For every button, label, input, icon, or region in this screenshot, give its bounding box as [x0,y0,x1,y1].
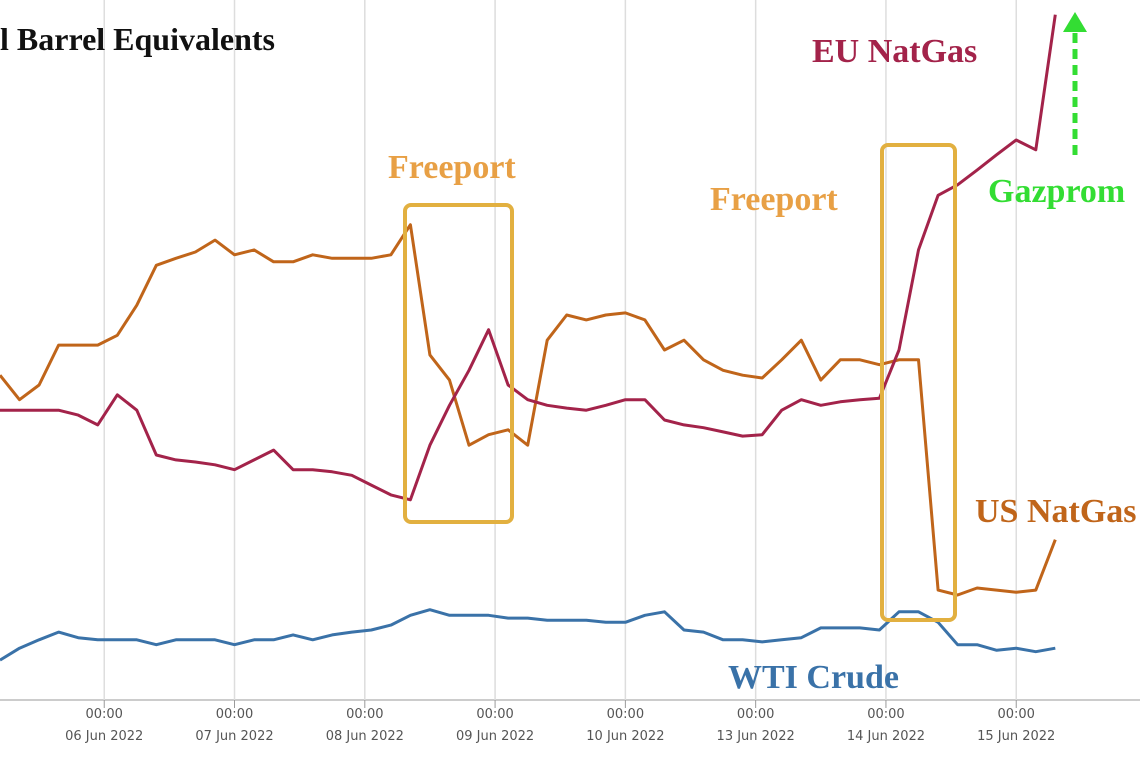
x-tick-label: 07 Jun 2022 [195,729,273,744]
x-tick-time: 00:00 [997,707,1034,722]
x-tick-time: 00:00 [867,707,904,722]
grid: 00:00 06 Jun 2022 00:00 07 Jun 2022 00:00 08 … [0,0,1140,744]
series-line [0,223,1057,597]
x-tick-label: 06 Jun 2022 [65,729,143,744]
plot [0,14,1057,662]
series-line [0,14,1057,502]
x-tick-time: 00:00 [346,707,383,722]
series-line [0,608,1056,662]
annotation: Freeport [388,149,516,186]
x-tick-time: 00:00 [607,707,644,722]
x-tick-label: 08 Jun 2022 [326,729,404,744]
x-tick-label: 10 Jun 2022 [586,729,664,744]
x-tick-time: 00:00 [476,707,513,722]
series-label: EU NatGas [812,33,977,70]
series-label: US NatGas [975,493,1137,530]
x-tick-label: 14 Jun 2022 [847,729,925,744]
x-tick-label: 15 Jun 2022 [977,729,1055,744]
series-label: WTI Crude [728,659,899,696]
x-tick-time: 00:00 [85,707,122,722]
freeport-box [403,203,514,524]
arrow-head [1063,12,1087,32]
freeport-box [880,143,957,622]
x-tick-label: 13 Jun 2022 [717,729,795,744]
chart-title: l Barrel Equivalents [0,21,275,57]
x-tick-time: 00:00 [216,707,253,722]
x-tick-label: 09 Jun 2022 [456,729,534,744]
x-tick-time: 00:00 [737,707,774,722]
annotation: Gazprom [988,173,1125,210]
annotation: Freeport [710,181,838,218]
